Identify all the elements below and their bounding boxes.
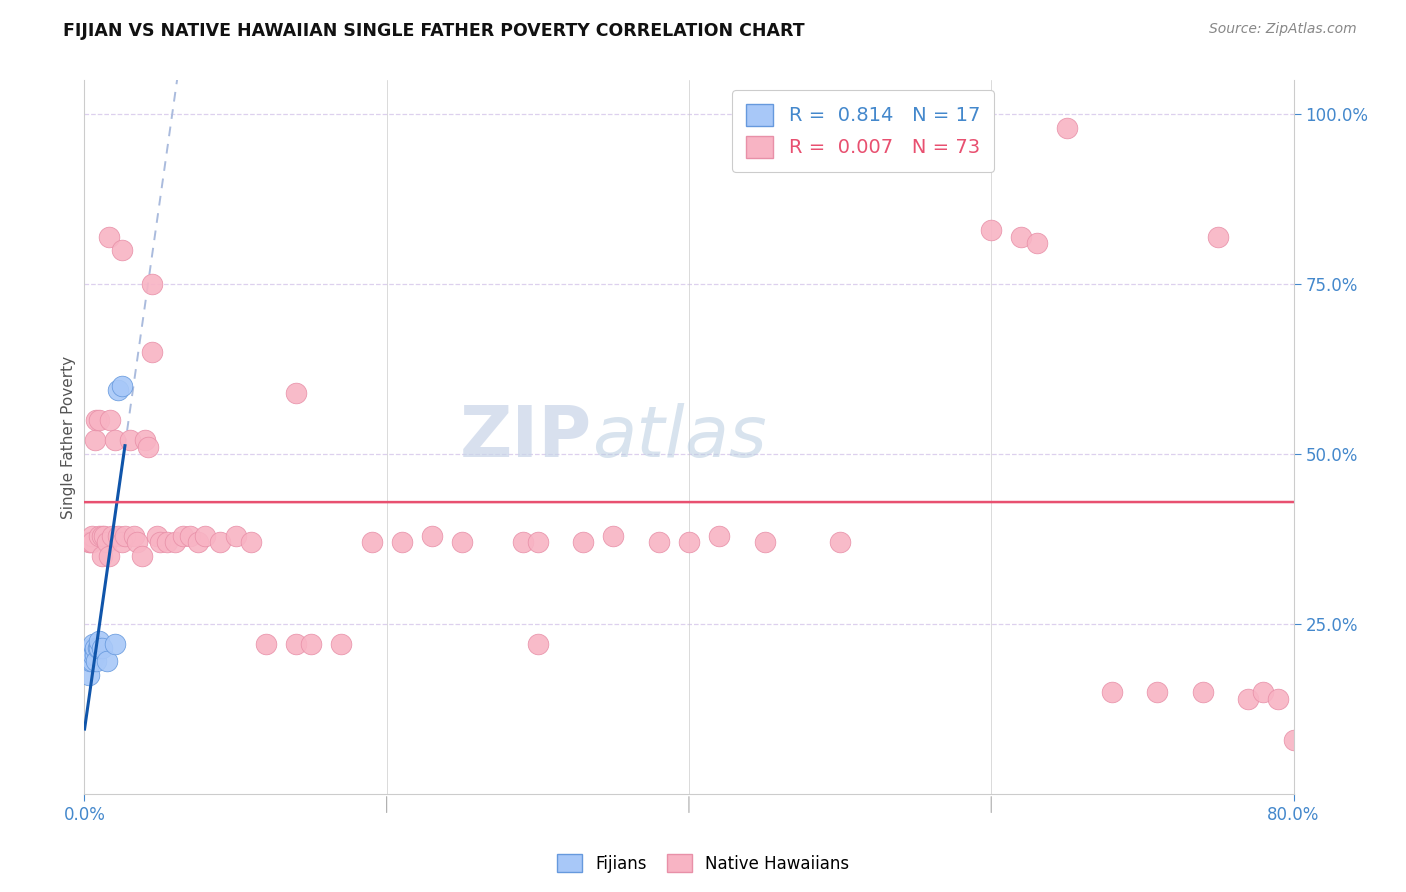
Point — [1237, 691, 1260, 706]
Point — [86, 654, 108, 668]
Point — [111, 243, 134, 257]
Point — [602, 528, 624, 542]
Y-axis label: Single Father Poverty: Single Father Poverty — [60, 356, 76, 518]
Point — [209, 535, 232, 549]
Point — [77, 668, 100, 682]
Point — [709, 528, 731, 542]
Point — [77, 535, 100, 549]
Point — [527, 637, 550, 651]
Point — [96, 535, 118, 549]
Point — [89, 634, 111, 648]
Point — [165, 535, 187, 549]
Point — [360, 535, 382, 549]
Point — [830, 535, 852, 549]
Point — [187, 535, 209, 549]
Point — [84, 434, 107, 448]
Point — [1101, 685, 1123, 699]
Point — [91, 549, 114, 563]
Point — [87, 640, 110, 655]
Point — [391, 535, 413, 549]
Point — [86, 413, 108, 427]
Point — [100, 528, 122, 542]
Point — [107, 528, 129, 542]
Point — [118, 434, 141, 448]
Point — [146, 528, 169, 542]
Point — [131, 549, 153, 563]
Point — [935, 141, 957, 155]
Point — [82, 648, 104, 662]
Point — [904, 141, 927, 155]
Point — [1146, 685, 1168, 699]
Point — [134, 434, 156, 448]
Point — [451, 535, 474, 549]
Point — [141, 277, 163, 292]
Point — [107, 383, 129, 397]
Legend: Fijians, Native Hawaiians: Fijians, Native Hawaiians — [550, 847, 856, 880]
Point — [254, 637, 277, 651]
Point — [111, 535, 134, 549]
Point — [179, 528, 201, 542]
Point — [93, 528, 115, 542]
Point — [285, 385, 308, 400]
Point — [527, 535, 550, 549]
Point — [1253, 685, 1275, 699]
Legend: R =  0.814   N = 17, R =  0.007   N = 73: R = 0.814 N = 17, R = 0.007 N = 73 — [733, 90, 994, 172]
Point — [84, 648, 107, 662]
Point — [285, 637, 308, 651]
Point — [91, 528, 114, 542]
Point — [122, 528, 145, 542]
Text: atlas: atlas — [592, 402, 766, 472]
Point — [420, 528, 443, 542]
Point — [1011, 229, 1033, 244]
Point — [80, 528, 103, 542]
Point — [149, 535, 172, 549]
Point — [299, 637, 322, 651]
Point — [82, 637, 104, 651]
Point — [89, 413, 111, 427]
Point — [127, 535, 149, 549]
Point — [980, 223, 1002, 237]
Point — [1192, 685, 1215, 699]
Point — [512, 535, 534, 549]
Point — [89, 528, 111, 542]
Point — [136, 440, 159, 454]
Point — [194, 528, 217, 542]
Point — [141, 345, 163, 359]
Point — [80, 535, 103, 549]
Point — [156, 535, 179, 549]
Point — [111, 379, 134, 393]
Point — [97, 549, 120, 563]
Point — [648, 535, 671, 549]
Point — [79, 654, 101, 668]
Point — [79, 535, 101, 549]
Point — [84, 640, 107, 655]
Point — [97, 229, 120, 244]
Point — [678, 535, 700, 549]
Text: Source: ZipAtlas.com: Source: ZipAtlas.com — [1209, 22, 1357, 37]
Point — [80, 654, 103, 668]
Point — [80, 640, 103, 655]
Point — [225, 528, 247, 542]
Point — [98, 413, 121, 427]
Point — [572, 535, 595, 549]
Point — [89, 640, 111, 655]
Point — [1267, 691, 1289, 706]
Point — [754, 535, 776, 549]
Point — [91, 640, 114, 655]
Point — [1025, 236, 1047, 251]
Point — [114, 528, 136, 542]
Point — [1282, 732, 1305, 747]
Text: FIJIAN VS NATIVE HAWAIIAN SINGLE FATHER POVERTY CORRELATION CHART: FIJIAN VS NATIVE HAWAIIAN SINGLE FATHER … — [63, 22, 804, 40]
Point — [104, 434, 127, 448]
Point — [239, 535, 262, 549]
Text: ZIP: ZIP — [460, 402, 592, 472]
Point — [1056, 120, 1078, 135]
Point — [96, 654, 118, 668]
Point — [330, 637, 353, 651]
Point — [104, 637, 127, 651]
Point — [172, 528, 194, 542]
Point — [1206, 229, 1229, 244]
